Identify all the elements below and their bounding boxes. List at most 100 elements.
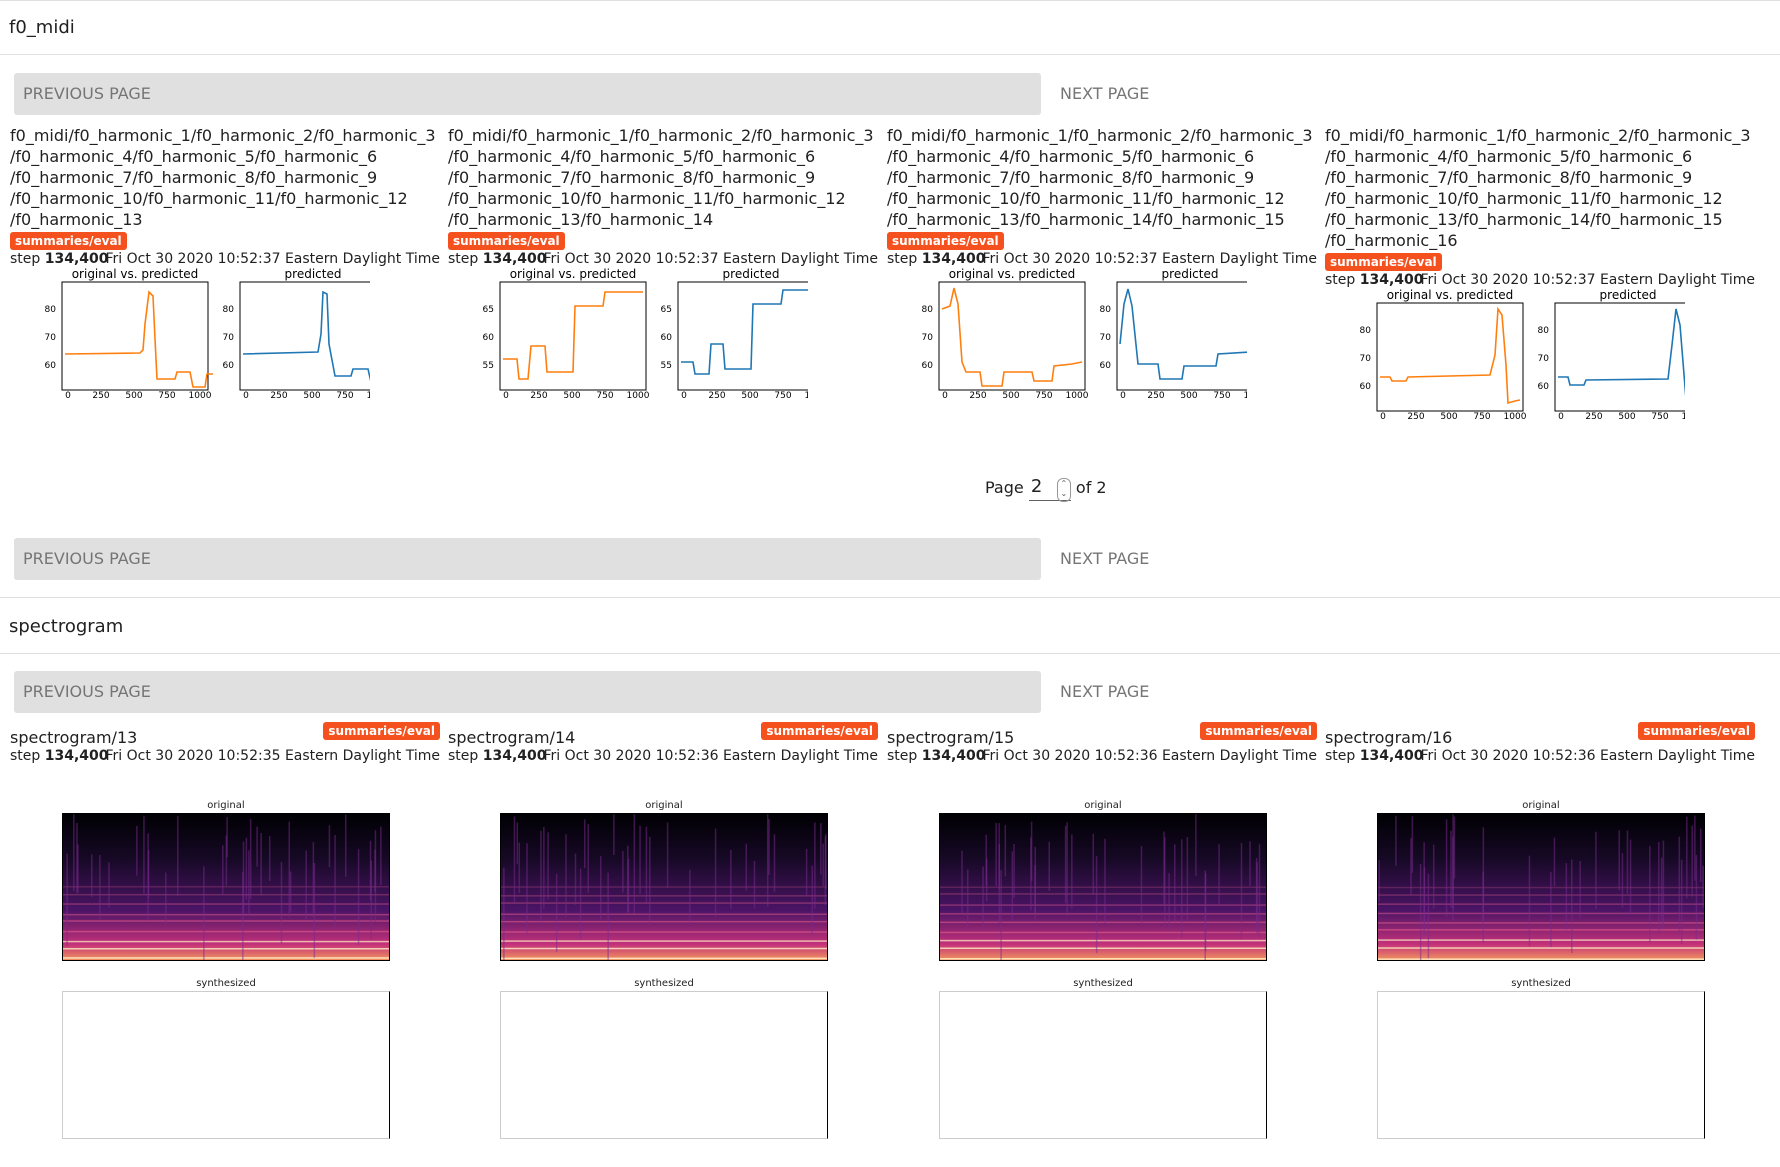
onset-streak (543, 826, 545, 909)
onset-streak (1528, 855, 1531, 947)
spectrogram-card: spectrogram/16 summaries/eval step 134,400… (1325, 722, 1756, 1139)
y-tick-label: 65 (483, 305, 494, 315)
onset-streak (1662, 840, 1665, 930)
f0-card: f0_midi/f0_harmonic_1/f0_harmonic_2/f0_h… (10, 125, 440, 403)
f0-plot-pair: original vs. predicted 80 70 60 0 250 500 750 10… (1360, 289, 1685, 419)
y-tick-label: 60 (223, 361, 235, 371)
onset-streak (73, 814, 75, 892)
onset-streak (1013, 843, 1015, 898)
x-tick-label: 250 (969, 391, 986, 398)
y-tick-label: 60 (483, 333, 495, 343)
step-info: step 134,400 (887, 747, 986, 765)
step-label: step (887, 748, 918, 764)
previous-page-button[interactable]: PREVIOUS PAGE (14, 538, 1041, 580)
harmonic-band (501, 947, 827, 950)
x-tick-label: 500 (303, 391, 320, 398)
card-title-line: /f0_harmonic_10/f0_harmonic_11/f0_harmon… (887, 189, 1285, 208)
original-spectrogram (500, 813, 828, 961)
previous-page-button[interactable]: PREVIOUS PAGE (14, 671, 1041, 713)
series-line (1380, 306, 1521, 405)
onset-streak (540, 830, 542, 925)
onset-streak (1071, 834, 1073, 909)
x-tick-label: 0 (942, 391, 948, 398)
x-tick-label: 0 (1380, 412, 1386, 419)
harmonic-band (940, 921, 1266, 924)
card-title-line: f0_midi/f0_harmonic_1/f0_harmonic_2/f0_h… (1325, 126, 1751, 145)
pager-top-f0: PREVIOUS PAGE NEXT PAGE (14, 73, 1764, 115)
series-line (503, 291, 643, 380)
pager-top-spectrogram: PREVIOUS PAGE NEXT PAGE (14, 671, 1764, 713)
onset-streak (1695, 855, 1698, 940)
spectrogram-card: spectrogram/14 summaries/eval step 134,400… (448, 722, 878, 1139)
next-page-button[interactable]: NEXT PAGE (1060, 549, 1150, 568)
summaries-tag: summaries/eval (323, 722, 440, 740)
original-spectrogram (1377, 813, 1705, 961)
summaries-tag: summaries/eval (10, 232, 127, 250)
card-title: spectrogram/13 (10, 728, 138, 747)
onset-streak (961, 850, 963, 913)
spectrogram-card: spectrogram/15 summaries/eval step 134,400… (887, 722, 1317, 1139)
x-tick-label: 0 (65, 391, 71, 398)
onset-streak (518, 842, 521, 894)
card-title-line: /f0_harmonic_10/f0_harmonic_11/f0_harmon… (1325, 189, 1723, 208)
harmonic-band (501, 957, 827, 960)
onset-streak (773, 834, 776, 893)
onset-streak (91, 854, 93, 897)
onset-streak (1691, 825, 1693, 897)
timestamp: Fri Oct 30 2020 10:52:36 Eastern Dayligh… (1420, 748, 1756, 764)
card-title: spectrogram/14 (448, 728, 576, 747)
x-tick-label: 500 (1002, 391, 1019, 398)
card-meta: step 134,400 Fri Oct 30 2020 10:52:35 Eas… (10, 747, 440, 765)
onset-streak (555, 873, 558, 953)
harmonic-band (940, 913, 1266, 915)
y-tick-label: 70 (45, 333, 57, 343)
next-page-button[interactable]: NEXT PAGE (1060, 84, 1150, 103)
plot-original-vs-predicted: original vs. predicted 80 70 60 0 250 500 750 10… (922, 268, 1089, 398)
pager-bottom-f0: PREVIOUS PAGE NEXT PAGE (14, 538, 1764, 580)
onset-streak (245, 837, 248, 900)
card-title-line: /f0_harmonic_7/f0_harmonic_8/f0_harmonic… (448, 168, 816, 187)
onset-streak (584, 819, 586, 868)
onset-streak (1249, 841, 1251, 887)
onset-streak (982, 866, 984, 931)
onset-streak (203, 866, 205, 960)
step-label: step (448, 251, 479, 267)
original-title: original (1084, 800, 1122, 811)
next-page-button[interactable]: NEXT PAGE (1060, 682, 1150, 701)
divider (0, 597, 1780, 598)
y-tick-label: 60 (922, 361, 934, 371)
card-meta: step 134,400 Fri Oct 30 2020 10:52:36 Eas… (448, 747, 878, 765)
onset-streak (1432, 844, 1435, 909)
step-value: 134,400 (1359, 748, 1424, 764)
onset-streak (967, 869, 969, 931)
divider (0, 54, 1780, 55)
onset-streak (1378, 860, 1380, 902)
onset-streak (1181, 839, 1183, 939)
onset-streak (1168, 873, 1170, 929)
x-tick-label: 1000 (189, 391, 212, 398)
onset-streak (328, 825, 331, 868)
onset-streak (599, 855, 602, 920)
page-number-input[interactable]: 2 ⌃ ⌄ (1028, 476, 1071, 502)
onset-streak (814, 822, 816, 909)
onset-streak (289, 871, 292, 912)
x-tick-label: 0 (681, 391, 687, 398)
harmonic-band (501, 902, 827, 904)
timestamp: Fri Oct 30 2020 10:52:37 Eastern Dayligh… (543, 251, 879, 267)
onset-streak (822, 843, 824, 887)
step-value: 134,400 (44, 251, 109, 267)
page-spinner[interactable]: ⌃ ⌄ (1056, 478, 1071, 502)
harmonic-band (501, 895, 827, 897)
onset-streak (1452, 836, 1454, 921)
onset-streak (1704, 816, 1705, 881)
f0-plot-pair: original vs. predicted 80 70 60 0 250 500 750 10… (45, 268, 370, 398)
onset-streak (1423, 867, 1426, 930)
y-tick-label: 70 (1100, 333, 1112, 343)
card-title-line: /f0_harmonic_13/f0_harmonic_14/f0_harmon… (1325, 210, 1723, 229)
plot-original-vs-predicted: original vs. predicted 65 60 55 0 250 500 750 10… (483, 268, 650, 398)
harmonic-band (940, 893, 1266, 895)
x-tick-label: 750 (1213, 391, 1230, 398)
previous-page-button[interactable]: PREVIOUS PAGE (14, 73, 1041, 115)
plot-predicted: predicted 80 70 60 0 250 500 750 1000 (1538, 289, 1685, 419)
onset-streak (985, 858, 988, 902)
